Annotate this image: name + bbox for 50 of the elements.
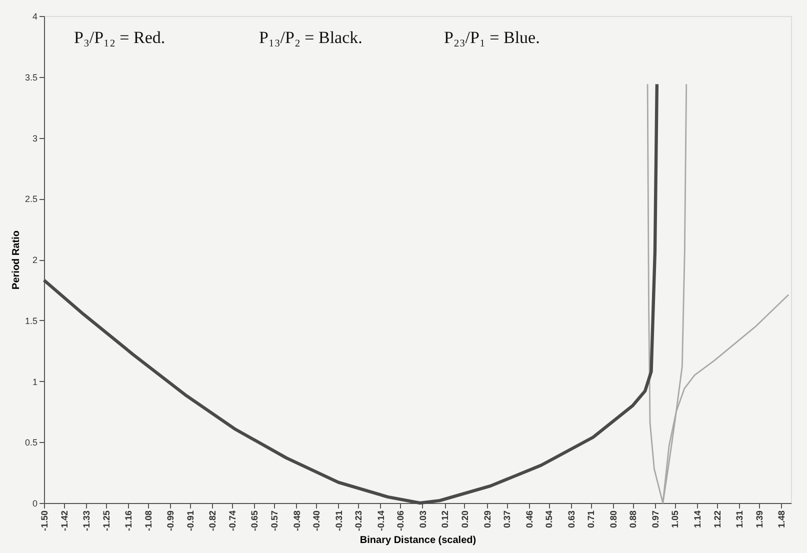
x-tick-label: 1.05	[670, 510, 680, 528]
x-tick-label: 1.14	[692, 510, 703, 528]
x-tick-label: 0.63	[566, 510, 576, 528]
x-tick-label: -0.14	[376, 510, 386, 532]
x-tick-label: -1.25	[101, 510, 112, 532]
x-tick-label: -0.82	[208, 510, 218, 532]
x-tick-label: -1.33	[82, 510, 92, 532]
x-tick-label: 0.20	[460, 510, 470, 528]
y-tick-label: 4	[32, 12, 38, 22]
x-tick-label: -0.31	[334, 510, 344, 532]
x-tick-label: 0.80	[608, 510, 618, 528]
x-tick-label: 1.31	[734, 510, 745, 528]
x-tick-label: -0.65	[250, 510, 260, 532]
x-tick-label: -1.16	[124, 510, 134, 532]
y-tick-label: 3	[32, 133, 38, 144]
y-tick-label: 2	[32, 255, 38, 265]
y-tick-label: 2.5	[24, 194, 38, 204]
y-tick-label: 0	[32, 498, 38, 508]
y-tick-label: 1	[32, 376, 38, 387]
x-tick-label: -0.06	[396, 510, 406, 532]
x-tick-label: 0.29	[482, 510, 492, 528]
x-tick-label: 0.37	[502, 510, 512, 528]
annotation: P₂₃/P₁ = Blue.	[444, 28, 540, 47]
x-tick-label: 0.97	[650, 510, 660, 528]
x-tick-label: 0.71	[586, 510, 596, 528]
x-tick-label: -0.99	[166, 510, 176, 532]
x-tick-label: 0.03	[418, 510, 428, 528]
y-tick-label: 1.5	[24, 316, 38, 326]
x-tick-label: -0.91	[185, 510, 196, 532]
x-tick-label: 0.88	[628, 510, 638, 528]
y-axis-title: Period Ratio	[10, 230, 22, 290]
y-tick-label: 3.5	[24, 72, 38, 82]
annotation: P₁₃/P₂ = Black.	[259, 28, 362, 47]
x-tick-label: -0.40	[312, 510, 322, 532]
x-tick-label: -1.50	[40, 510, 50, 532]
x-tick-label: -1.42	[59, 510, 70, 532]
x-tick-label: -1.08	[143, 510, 154, 532]
y-tick-label: 0.5	[24, 438, 38, 448]
x-axis-title: Binary Distance (scaled)	[360, 535, 476, 546]
x-tick-label: -0.23	[354, 510, 364, 532]
x-tick-label: 1.39	[754, 510, 764, 528]
x-tick-label: 0.12	[440, 510, 450, 528]
annotation: P₃/P₁₂ = Red.	[74, 28, 166, 47]
x-tick-label: 0.46	[524, 510, 534, 528]
x-tick-label: 1.48	[776, 510, 787, 528]
x-tick-label: 0.54	[544, 510, 554, 528]
x-tick-label: -0.48	[292, 510, 302, 532]
x-tick-label: 1.22	[712, 510, 722, 528]
x-tick-label: -0.57	[270, 510, 280, 532]
x-tick-label: -0.74	[227, 510, 238, 532]
